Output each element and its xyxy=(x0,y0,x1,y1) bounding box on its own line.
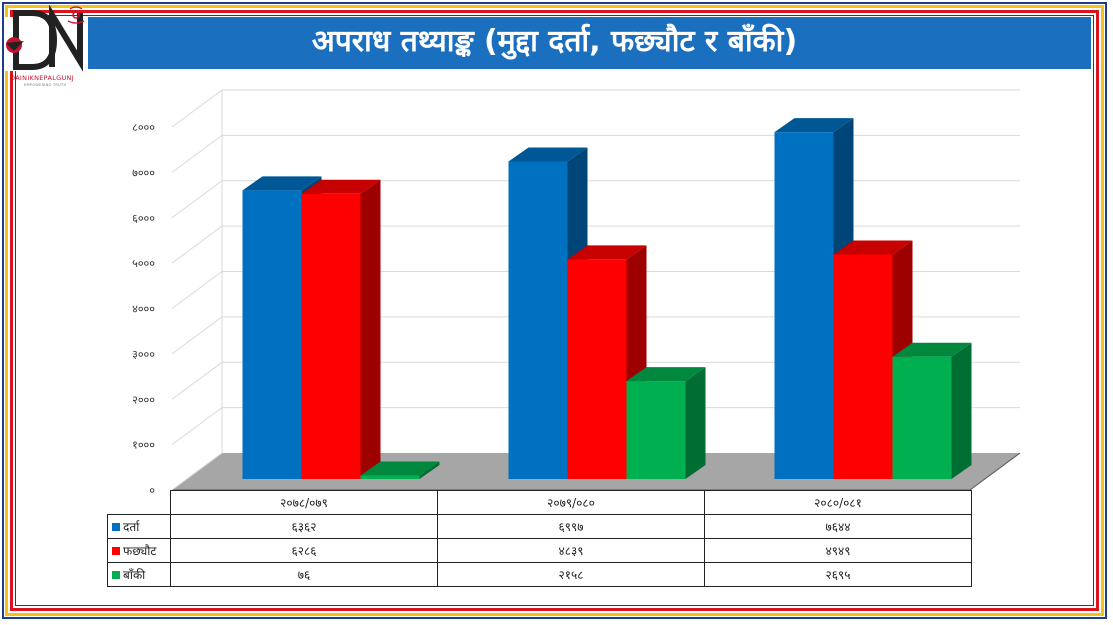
data-label: २१५८ xyxy=(437,562,705,587)
y-tick-label: ४००० xyxy=(132,303,155,316)
data-table: २०७८/०७९ २०७९/०८० २०८०/०८१ दर्ता ६३६२ ६९… xyxy=(107,490,972,587)
y-tick-label: ६००० xyxy=(132,212,155,225)
legend-entry: बाँकी xyxy=(107,562,171,587)
bar xyxy=(360,475,420,479)
bar xyxy=(774,132,834,479)
table-row: बाँकी ७६ २१५८ २६९५ xyxy=(107,562,972,587)
grid-side-line xyxy=(171,180,223,219)
table-corner xyxy=(107,490,171,515)
y-tick-label: ५००० xyxy=(132,257,155,270)
bar xyxy=(567,259,627,479)
logo-mark-icon xyxy=(4,4,88,72)
bar-top xyxy=(626,367,706,382)
series-name: दर्ता xyxy=(123,520,140,534)
bar xyxy=(301,193,361,479)
logo: DAINIKNEPALGUNJ EMPOWERING TRUTH xyxy=(2,4,97,87)
y-tick-label: २००० xyxy=(132,393,155,406)
table-row: फछ्यौट ६२८६ ४८३९ ४९४९ xyxy=(107,538,972,563)
bar-top xyxy=(892,342,972,357)
grid-side-line xyxy=(171,452,223,491)
grid-side-line xyxy=(171,134,223,173)
bar-top xyxy=(774,118,854,133)
bar-top xyxy=(833,240,913,255)
y-tick-label: ८००० xyxy=(132,121,155,134)
inner-frame xyxy=(15,15,1094,606)
grid-side-line xyxy=(171,361,223,400)
bar-side xyxy=(951,342,972,479)
table-category: २०७८/०७९ xyxy=(170,490,438,515)
bar-top xyxy=(360,461,440,476)
series-name: फछ्यौट xyxy=(123,544,157,558)
data-label: ७६४४ xyxy=(704,514,972,539)
bar-top xyxy=(242,176,322,191)
logo-tagline: EMPOWERING TRUTH xyxy=(24,83,67,87)
y-tick-label: ३००० xyxy=(132,348,155,361)
data-label: ४८३९ xyxy=(437,538,705,563)
bar-side xyxy=(360,179,381,479)
bar-top xyxy=(301,179,381,194)
yellow-frame xyxy=(5,5,1104,616)
data-label: २६९५ xyxy=(704,562,972,587)
bar-top xyxy=(508,147,588,162)
table-category: २०७९/०८० xyxy=(437,490,705,515)
title-bar: अपराध तथ्याङ्क (मुद्दा दर्ता, फछ्यौट र ब… xyxy=(18,17,1091,69)
bar xyxy=(242,190,302,479)
table-header-row: २०७८/०७९ २०७९/०८० २०८०/०८१ xyxy=(107,490,972,515)
y-tick-label: १००० xyxy=(132,439,155,452)
bar xyxy=(892,356,952,479)
data-label: ६२८६ xyxy=(170,538,438,563)
grid-side-line xyxy=(171,407,223,446)
grid-side-line xyxy=(171,271,223,309)
bar-side xyxy=(685,367,706,479)
legend-swatch xyxy=(112,571,120,579)
bar-top xyxy=(567,245,647,260)
bar xyxy=(508,161,568,480)
table-row: दर्ता ६३६२ ६९९७ ७६४४ xyxy=(107,514,972,539)
data-label: ४९४९ xyxy=(704,538,972,563)
floor-right-edge xyxy=(969,452,1021,491)
legend-entry: फछ्यौट xyxy=(107,538,171,563)
chart-title: अपराध तथ्याङ्क (मुद्दा दर्ता, फछ्यौट र ब… xyxy=(311,24,798,59)
bar-side xyxy=(419,461,440,479)
series-name: बाँकी xyxy=(123,568,146,582)
legend-swatch xyxy=(112,547,120,555)
table-category: २०८०/०८१ xyxy=(704,490,972,515)
legend-entry: दर्ता xyxy=(107,514,171,539)
grid-side-line xyxy=(171,316,223,355)
grid-side-line xyxy=(171,89,223,128)
y-tick-label: ७००० xyxy=(132,166,155,179)
data-label: ७६ xyxy=(170,562,438,587)
logo-name: DAINIKNEPALGUNJ xyxy=(10,74,74,82)
red-frame xyxy=(10,10,1099,611)
legend-swatch xyxy=(112,523,120,531)
data-label: ६३६२ xyxy=(170,514,438,539)
bar xyxy=(626,381,686,479)
grid-side-line xyxy=(171,225,223,264)
bar xyxy=(833,254,893,479)
data-label: ६९९७ xyxy=(437,514,705,539)
